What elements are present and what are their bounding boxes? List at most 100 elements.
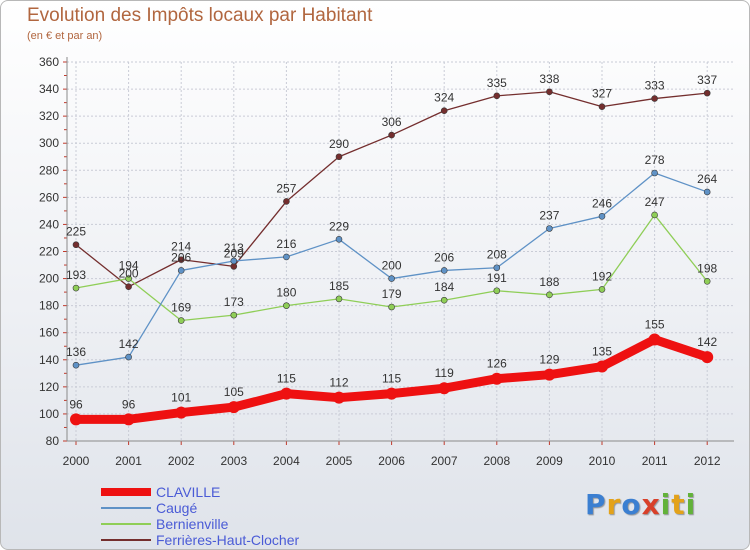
- data-point: [335, 153, 343, 161]
- data-point: [440, 267, 448, 274]
- data-point: [385, 387, 398, 400]
- data-label: 119: [435, 366, 454, 380]
- data-point: [125, 283, 132, 290]
- data-label: 200: [382, 259, 402, 273]
- x-tick-label: 2001: [115, 454, 142, 468]
- data-point: [72, 284, 80, 292]
- data-label: 278: [645, 153, 665, 167]
- data-point: [333, 391, 345, 404]
- data-label: 179: [382, 287, 402, 301]
- data-label: 257: [276, 181, 296, 195]
- data-label: 192: [592, 269, 612, 283]
- data-point: [283, 253, 290, 261]
- y-tick-label: 360: [39, 55, 59, 69]
- data-label: 155: [645, 317, 665, 331]
- data-label: 142: [697, 335, 717, 349]
- data-point: [227, 401, 240, 414]
- data-label: 101: [171, 391, 191, 405]
- data-label: 96: [69, 397, 83, 411]
- data-point: [335, 295, 343, 303]
- y-tick-label: 160: [39, 326, 59, 340]
- data-point: [283, 198, 290, 205]
- data-label: 206: [171, 250, 191, 264]
- data-point: [388, 131, 395, 139]
- legend-swatch: [101, 507, 151, 509]
- data-label: 129: [539, 353, 559, 367]
- data-label: 214: [171, 240, 191, 254]
- data-point: [490, 372, 503, 385]
- data-label: 338: [539, 72, 559, 86]
- y-tick-label: 180: [39, 299, 59, 313]
- data-point: [388, 275, 395, 282]
- data-label: 229: [329, 219, 349, 233]
- data-point: [546, 291, 553, 299]
- data-label: 208: [487, 248, 507, 262]
- y-tick-label: 240: [39, 217, 59, 231]
- x-tick-label: 2000: [63, 454, 90, 468]
- y-tick-label: 140: [39, 353, 59, 367]
- y-tick-label: 280: [39, 163, 59, 177]
- legend-label: CLAVILLE: [156, 484, 221, 500]
- data-label: 333: [645, 79, 665, 93]
- data-label: 247: [645, 195, 665, 209]
- y-tick-label: 120: [39, 380, 59, 394]
- data-point: [701, 351, 714, 364]
- data-label: 115: [382, 372, 401, 386]
- legend-swatch: [101, 523, 151, 525]
- data-label: 246: [592, 196, 612, 210]
- data-point: [125, 275, 132, 282]
- data-label: 306: [382, 115, 402, 129]
- data-point: [651, 169, 658, 177]
- data-point: [283, 302, 290, 309]
- data-point: [388, 303, 395, 311]
- data-point: [546, 88, 553, 96]
- data-point: [596, 360, 608, 373]
- data-label: 105: [224, 385, 244, 399]
- data-point: [598, 213, 606, 220]
- x-tick-label: 2004: [273, 454, 300, 468]
- data-label: 335: [487, 76, 507, 90]
- data-point: [598, 286, 606, 293]
- data-point: [648, 333, 661, 346]
- chart-title: Evolution des Impôts locaux par Habitant: [27, 5, 373, 26]
- data-point: [651, 211, 658, 219]
- data-point: [703, 277, 711, 285]
- data-label: 169: [171, 301, 191, 315]
- data-label: 191: [487, 271, 507, 285]
- data-point: [177, 256, 185, 263]
- data-point: [703, 188, 711, 196]
- data-label: 193: [66, 268, 86, 282]
- x-tick-label: 2002: [168, 454, 195, 468]
- data-label: 200: [119, 267, 139, 281]
- data-label: 206: [434, 250, 454, 264]
- y-tick-label: 200: [39, 272, 59, 286]
- data-label: 184: [434, 280, 454, 294]
- data-point: [125, 353, 132, 361]
- legend-label: Caugé: [156, 500, 198, 516]
- data-point: [598, 103, 606, 110]
- data-label: 135: [592, 345, 612, 359]
- chart-subtitle: (en € et par an): [27, 30, 103, 42]
- x-tick-label: 2012: [694, 454, 721, 468]
- y-tick-label: 100: [39, 407, 59, 421]
- x-tick-label: 2011: [642, 454, 668, 468]
- data-point: [438, 382, 451, 395]
- data-point: [230, 257, 238, 265]
- y-tick-label: 340: [39, 82, 59, 96]
- data-point: [440, 296, 448, 304]
- x-tick-label: 2003: [220, 454, 247, 468]
- data-point: [175, 406, 188, 419]
- data-label: 136: [66, 345, 86, 359]
- data-label: 290: [329, 137, 349, 151]
- data-label: 327: [592, 87, 612, 101]
- data-point: [72, 241, 80, 249]
- data-label: 198: [697, 261, 717, 275]
- data-point: [493, 287, 501, 295]
- data-label: 225: [66, 225, 86, 239]
- legend-label: Ferrières-Haut-Clocher: [156, 532, 300, 548]
- data-label: 216: [276, 237, 296, 251]
- data-point: [70, 413, 82, 426]
- data-label: 96: [122, 397, 136, 411]
- data-label: 180: [276, 286, 296, 300]
